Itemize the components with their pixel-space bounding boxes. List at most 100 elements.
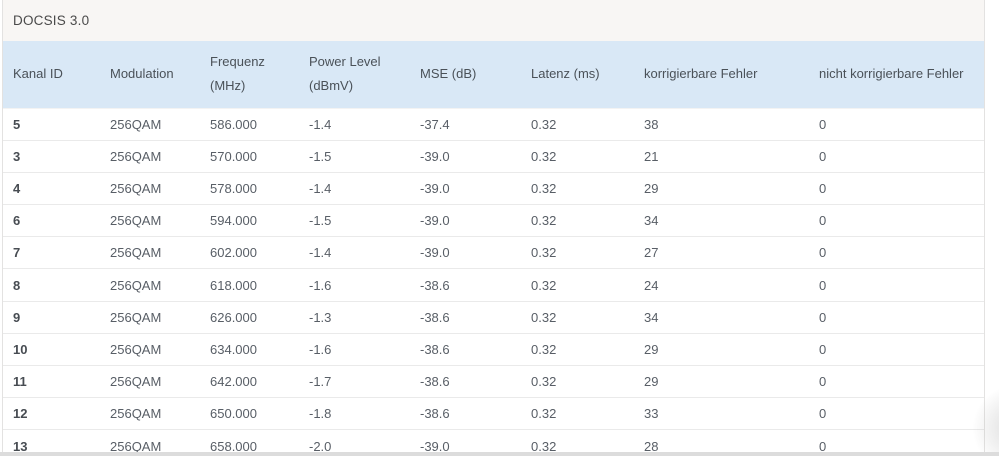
table-header-row: Kanal ID Modulation Frequenz (MHz) Power Le… bbox=[3, 41, 984, 108]
cell-mse_db: -38.6 bbox=[410, 397, 521, 430]
cell-mse_db: -39.0 bbox=[410, 236, 521, 269]
cell-nicht_korrigierbare_fehler: 0 bbox=[809, 268, 984, 302]
cell-frequenz_mhz: 578.000 bbox=[200, 171, 299, 205]
column-header-frequenz_mhz: Frequenz (MHz) bbox=[200, 41, 299, 108]
cell-latenz_ms: 0.32 bbox=[521, 397, 634, 430]
cell-latenz_ms: 0.32 bbox=[521, 171, 634, 205]
cell-mse_db: -39.0 bbox=[410, 204, 521, 237]
cell-frequenz_mhz: 634.000 bbox=[200, 332, 299, 366]
cell-modulation: 256QAM bbox=[100, 139, 200, 173]
cell-power_level_dbmv: -1.8 bbox=[299, 397, 410, 430]
table-row: 11 256QAM 642.000 -1.7 -38.6 0.32 29 0 bbox=[3, 364, 984, 398]
cell-latenz_ms: 0.32 bbox=[521, 204, 634, 237]
cell-frequenz_mhz: 658.000 bbox=[200, 429, 299, 456]
cell-mse_db: -38.6 bbox=[410, 300, 521, 334]
cell-frequenz_mhz: 594.000 bbox=[200, 204, 299, 237]
cell-korrigierbare_fehler: 29 bbox=[634, 364, 809, 398]
table-row: 6 256QAM 594.000 -1.5 -39.0 0.32 34 0 bbox=[3, 204, 984, 237]
cell-nicht_korrigierbare_fehler: 0 bbox=[809, 429, 984, 456]
cell-nicht_korrigierbare_fehler: 0 bbox=[809, 332, 984, 366]
table-row: 4 256QAM 578.000 -1.4 -39.0 0.32 29 0 bbox=[3, 171, 984, 205]
cell-kanal_id: 11 bbox=[3, 364, 100, 398]
column-header-nicht_korrigierbare_fehler: nicht korrigierbare Fehler bbox=[809, 41, 984, 108]
cell-power_level_dbmv: -1.5 bbox=[299, 204, 410, 237]
table-row: 10 256QAM 634.000 -1.6 -38.6 0.32 29 0 bbox=[3, 332, 984, 366]
cell-modulation: 256QAM bbox=[100, 397, 200, 430]
cell-power_level_dbmv: -1.6 bbox=[299, 268, 410, 302]
column-header-kanal_id: Kanal ID bbox=[3, 41, 100, 108]
column-header-modulation: Modulation bbox=[100, 41, 200, 108]
column-header-latenz_ms: Latenz (ms) bbox=[521, 41, 634, 108]
cell-modulation: 256QAM bbox=[100, 171, 200, 205]
table-body: 5 256QAM 586.000 -1.4 -37.4 0.32 38 0 3 256QAM 570… bbox=[3, 107, 984, 456]
cell-nicht_korrigierbare_fehler: 0 bbox=[809, 171, 984, 205]
table-row: 9 256QAM 626.000 -1.3 -38.6 0.32 34 0 bbox=[3, 300, 984, 334]
cell-mse_db: -37.4 bbox=[410, 107, 521, 141]
cell-power_level_dbmv: -1.4 bbox=[299, 107, 410, 141]
cell-power_level_dbmv: -1.6 bbox=[299, 332, 410, 366]
table-row: 8 256QAM 618.000 -1.6 -38.6 0.32 24 0 bbox=[3, 268, 984, 302]
column-header-power_level_dbmv: Power Level (dBmV) bbox=[299, 41, 410, 108]
cell-latenz_ms: 0.32 bbox=[521, 364, 634, 398]
cell-latenz_ms: 0.32 bbox=[521, 236, 634, 269]
table-row: 12 256QAM 650.000 -1.8 -38.6 0.32 33 0 bbox=[3, 397, 984, 430]
column-header-korrigierbare_fehler: korrigierbare Fehler bbox=[634, 41, 809, 108]
cell-korrigierbare_fehler: 27 bbox=[634, 236, 809, 269]
cell-frequenz_mhz: 626.000 bbox=[200, 300, 299, 334]
cell-kanal_id: 13 bbox=[3, 429, 100, 456]
cell-kanal_id: 9 bbox=[3, 300, 100, 334]
cell-kanal_id: 3 bbox=[3, 139, 100, 173]
cell-nicht_korrigierbare_fehler: 0 bbox=[809, 107, 984, 141]
cell-mse_db: -39.0 bbox=[410, 171, 521, 205]
cell-nicht_korrigierbare_fehler: 0 bbox=[809, 364, 984, 398]
cell-modulation: 256QAM bbox=[100, 107, 200, 141]
cell-korrigierbare_fehler: 34 bbox=[634, 300, 809, 334]
cell-frequenz_mhz: 618.000 bbox=[200, 268, 299, 302]
cell-frequenz_mhz: 642.000 bbox=[200, 364, 299, 398]
cell-korrigierbare_fehler: 33 bbox=[634, 397, 809, 430]
cell-kanal_id: 12 bbox=[3, 397, 100, 430]
cell-modulation: 256QAM bbox=[100, 332, 200, 366]
cell-frequenz_mhz: 602.000 bbox=[200, 236, 299, 269]
column-header-mse_db: MSE (dB) bbox=[410, 41, 521, 108]
table-row: 5 256QAM 586.000 -1.4 -37.4 0.32 38 0 bbox=[3, 107, 984, 141]
cell-mse_db: -39.0 bbox=[410, 429, 521, 456]
table-row: 3 256QAM 570.000 -1.5 -39.0 0.32 21 0 bbox=[3, 139, 984, 173]
cell-frequenz_mhz: 586.000 bbox=[200, 107, 299, 141]
table-row: 7 256QAM 602.000 -1.4 -39.0 0.32 27 0 bbox=[3, 236, 984, 269]
cell-latenz_ms: 0.32 bbox=[521, 107, 634, 141]
cell-latenz_ms: 0.32 bbox=[521, 268, 634, 302]
cell-latenz_ms: 0.32 bbox=[521, 332, 634, 366]
cell-korrigierbare_fehler: 24 bbox=[634, 268, 809, 302]
cell-modulation: 256QAM bbox=[100, 268, 200, 302]
cell-nicht_korrigierbare_fehler: 0 bbox=[809, 139, 984, 173]
cell-korrigierbare_fehler: 38 bbox=[634, 107, 809, 141]
cell-korrigierbare_fehler: 21 bbox=[634, 139, 809, 173]
horizontal-scrollbar[interactable] bbox=[0, 452, 999, 456]
cell-korrigierbare_fehler: 34 bbox=[634, 204, 809, 237]
cell-mse_db: -38.6 bbox=[410, 268, 521, 302]
cell-kanal_id: 8 bbox=[3, 268, 100, 302]
cell-latenz_ms: 0.32 bbox=[521, 300, 634, 334]
cell-power_level_dbmv: -1.7 bbox=[299, 364, 410, 398]
table-row: 13 256QAM 658.000 -2.0 -39.0 0.32 28 0 bbox=[3, 429, 984, 456]
cell-nicht_korrigierbare_fehler: 0 bbox=[809, 236, 984, 269]
cell-nicht_korrigierbare_fehler: 0 bbox=[809, 397, 984, 430]
cell-power_level_dbmv: -1.5 bbox=[299, 139, 410, 173]
cell-power_level_dbmv: -1.3 bbox=[299, 300, 410, 334]
cell-modulation: 256QAM bbox=[100, 429, 200, 456]
cell-latenz_ms: 0.32 bbox=[521, 429, 634, 456]
cell-korrigierbare_fehler: 29 bbox=[634, 171, 809, 205]
cell-modulation: 256QAM bbox=[100, 300, 200, 334]
cell-frequenz_mhz: 570.000 bbox=[200, 139, 299, 173]
cell-mse_db: -38.6 bbox=[410, 364, 521, 398]
cell-kanal_id: 4 bbox=[3, 171, 100, 205]
docsis30-channel-table: Kanal ID Modulation Frequenz (MHz) Power Le… bbox=[3, 41, 984, 456]
cell-power_level_dbmv: -2.0 bbox=[299, 429, 410, 456]
table-title: DOCSIS 3.0 bbox=[3, 0, 984, 41]
cell-mse_db: -39.0 bbox=[410, 139, 521, 173]
cell-kanal_id: 6 bbox=[3, 204, 100, 237]
cell-frequenz_mhz: 650.000 bbox=[200, 397, 299, 430]
